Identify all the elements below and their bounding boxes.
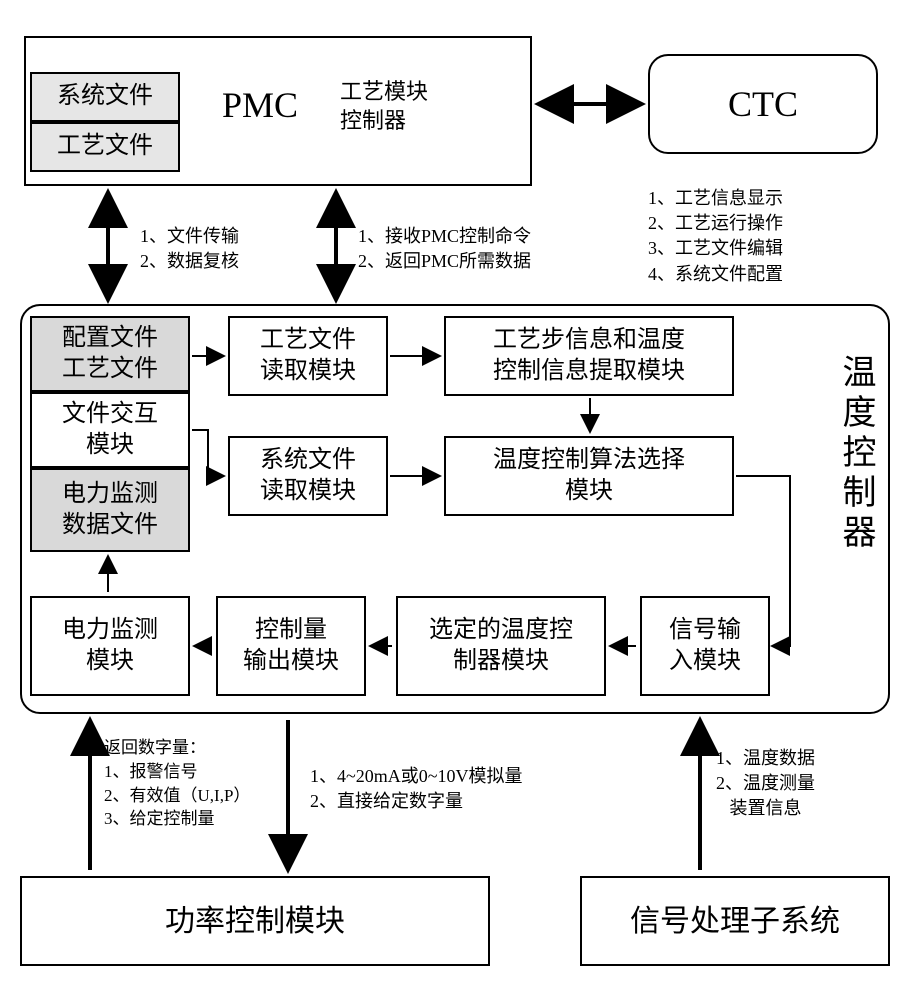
power-ctrl-module-label: 功率控制模块: [165, 902, 345, 941]
proc-read-label: 工艺文件 读取模块: [260, 325, 356, 387]
signal-proc-label: 信号处理子系统: [630, 902, 840, 941]
step-extract-box: 工艺步信息和温度 控制信息提取模块: [444, 316, 734, 396]
sys-read-box: 系统文件 读取模块: [228, 436, 388, 516]
algo-select-box: 温度控制算法选择 模块: [444, 436, 734, 516]
arrow-left-label: 1、文件传输 2、数据复核: [140, 224, 239, 274]
proc-read-box: 工艺文件 读取模块: [228, 316, 388, 396]
signal-proc-box: 信号处理子系统: [580, 876, 890, 966]
sys-read-label: 系统文件 读取模块: [260, 445, 356, 507]
file-interact-label: 文件交互 模块: [62, 399, 158, 461]
power-monitor-box: 电力监测 模块: [30, 596, 190, 696]
signal-input-box: 信号输 入模块: [640, 596, 770, 696]
ctc-box: CTC: [648, 54, 878, 154]
power-ctrl-module-box: 功率控制模块: [20, 876, 490, 966]
step-extract-label: 工艺步信息和温度 控制信息提取模块: [493, 325, 685, 387]
pmc-procfile-label: 工艺文件: [57, 131, 153, 162]
ctc-notes: 1、工艺信息显示 2、工艺运行操作 3、工艺文件编辑 4、系统文件配置: [648, 186, 783, 287]
pmc-sysfile-label: 系统文件: [57, 81, 153, 112]
analog-label: 1、4~20mA或0~10V模拟量 2、直接给定数字量: [310, 764, 522, 814]
pmc-procfile: 工艺文件: [30, 122, 180, 172]
algo-select-label: 温度控制算法选择 模块: [493, 445, 685, 507]
pmc-title: PMC: [222, 82, 298, 129]
config-file-box: 配置文件 工艺文件: [30, 316, 190, 392]
signal-input-label: 信号输 入模块: [669, 615, 741, 677]
file-interact-box: 文件交互 模块: [30, 392, 190, 468]
arrow-mid-label: 1、接收PMC控制命令 2、返回PMC所需数据: [358, 224, 531, 274]
pmc-subtitle: 工艺模块 控制器: [340, 78, 428, 135]
ctrl-output-box: 控制量 输出模块: [216, 596, 366, 696]
selected-ctrl-label: 选定的温度控 制器模块: [429, 615, 573, 677]
power-monitor-label: 电力监测 模块: [62, 615, 158, 677]
config-file-label: 配置文件 工艺文件: [62, 323, 158, 385]
pmc-sysfile: 系统文件: [30, 72, 180, 122]
power-data-file-box: 电力监测 数据文件: [30, 468, 190, 552]
temp-data-label: 1、温度数据 2、温度测量 装置信息: [716, 746, 815, 822]
ctrl-output-label: 控制量 输出模块: [243, 615, 339, 677]
selected-ctrl-box: 选定的温度控 制器模块: [396, 596, 606, 696]
return-digital-label: 返回数字量： 1、报警信号 2、有效值（U,I,P） 3、给定控制量: [104, 736, 250, 831]
power-data-file-label: 电力监测 数据文件: [62, 479, 158, 541]
temp-controller-title: 温度控制器: [838, 354, 872, 554]
ctc-title: CTC: [728, 81, 798, 128]
